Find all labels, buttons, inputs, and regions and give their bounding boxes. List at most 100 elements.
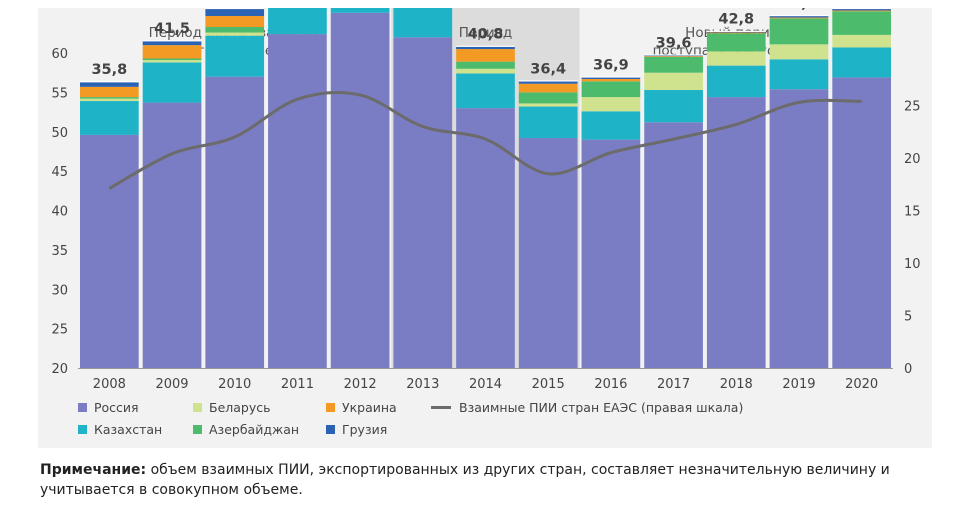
bar-segment [706,51,766,66]
y-tick-label: 55 [51,86,68,101]
bar-segment [518,103,578,107]
bar-top-edge [644,54,703,56]
x-tick-label: 2019 [782,377,815,392]
y-tick-label: 40 [51,205,68,220]
chart-panel: Период роста взаимныхинвестиций в регион… [38,8,932,448]
russia-swatch [78,403,87,412]
total-label: 35,8 [91,62,127,78]
bar-top-edge [80,81,139,83]
bar-segment [205,15,265,28]
bar-segment [205,27,265,33]
y-tick-label: 45 [51,165,68,180]
bar-segment [581,81,641,98]
bar-segment [142,62,202,103]
y-tick-label: 25 [51,323,68,338]
bar-segment [581,78,641,82]
bar-segment [142,58,202,61]
legend-label: Россия [94,400,139,415]
bar-segment [330,8,390,13]
legend-label: Азербайджан [209,422,300,437]
bar-segment [142,41,202,46]
y2-tick-label: 20 [904,152,921,167]
bar-segment [205,32,265,36]
azerbaijan-swatch [193,425,202,434]
bar-segment [456,68,515,74]
bar-segment [142,60,202,63]
legend-label: Казахстан [94,422,163,437]
x-tick-label: 2017 [657,377,690,392]
bar-segment [644,56,703,57]
y-tick-label: 60 [51,47,68,62]
georgia-swatch [326,425,335,434]
x-tick-label: 2013 [406,377,439,392]
y2-tick-label: 15 [904,205,921,220]
total-label: 42,8 [718,12,754,28]
x-tick-label: 2012 [344,377,377,392]
bar-segment [706,97,766,368]
x-tick-label: 2010 [218,377,251,392]
bar-segment [769,89,829,368]
bar-segment [393,37,453,368]
bar-segment [80,82,139,87]
y2-tick-label: 25 [904,100,921,115]
legend-item-line: Взаимные ПИИ стран ЕАЭС (правая шкала) [431,400,743,415]
bar-segment [330,12,390,369]
bar-segment [456,61,515,69]
bar-segment [832,8,891,11]
kazakhstan-swatch [78,425,87,434]
ppi-line [108,91,862,190]
bar-segment [205,35,265,77]
bar-segment [581,111,641,140]
note-text: объем взаимных ПИИ, экспортированных из … [40,462,890,498]
bar-segment [832,77,891,368]
bar-segment [518,92,578,104]
y2-tick-label: 10 [904,257,921,272]
bar-top-edge [518,80,578,82]
bar-segment [80,98,139,102]
y-tick-label: 20 [51,362,68,377]
bar-segment [518,83,578,93]
x-tick-label: 2009 [155,377,188,392]
bar-segment [456,46,515,50]
x-tick-label: 2015 [532,377,565,392]
bar-top-edge [832,8,891,10]
bar-segment [142,45,202,59]
bar-segment [581,97,641,112]
bar-segment [769,18,829,45]
bar-segment [706,32,766,34]
bar-segment [706,65,766,98]
chart-note: Примечание: объем взаимных ПИИ, экспорти… [40,460,940,500]
bar-segment [644,55,703,57]
legend-item-kazakhstan: Казахстан [78,422,162,437]
x-tick-label: 2011 [281,377,314,392]
bar-top-edge [142,40,202,42]
note-label: Примечание: [40,462,147,478]
bar-segment [706,31,766,33]
bar-segment [80,134,139,368]
bar-segment [456,108,515,368]
legend-item-azerbaijan: Азербайджан [193,422,299,437]
bar-segment [644,90,703,123]
line-swatch [431,406,451,409]
legend-item-russia: Россия [78,400,139,415]
bar-top-edge [581,76,641,78]
bar-segment [518,81,578,84]
stacked-bar-chart: Период роста взаимныхинвестиций в регион… [51,8,921,392]
bar-segment [80,101,139,135]
bar-segment [644,72,703,91]
belarus-swatch [193,403,202,412]
bar-segment [456,49,515,62]
legend-item-belarus: Беларусь [193,400,271,415]
bar-segment [268,8,327,35]
bar-segment [518,106,578,139]
x-tick-label: 2008 [93,377,126,392]
legend-item-georgia: Грузия [326,422,387,437]
y-tick-label: 35 [51,244,68,259]
bar-segment [80,86,139,98]
bar-segment [205,8,265,16]
y2-tick-label: 5 [904,310,912,325]
bar-segment [769,59,829,90]
period-label: Период [459,25,512,41]
legend-item-ukraine: Украина [326,400,397,415]
x-tick-label: 2020 [845,377,878,392]
